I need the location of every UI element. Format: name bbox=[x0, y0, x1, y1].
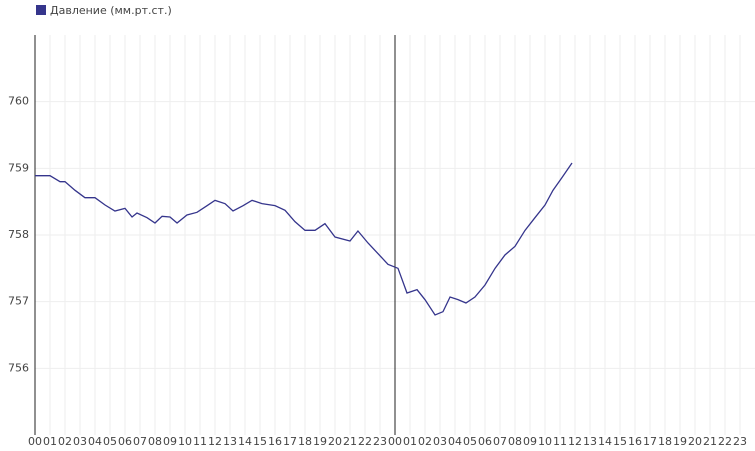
x-tick-label: 20 bbox=[328, 435, 342, 448]
x-tick-label: 21 bbox=[343, 435, 357, 448]
x-tick-label: 17 bbox=[283, 435, 297, 448]
x-tick-label: 00 bbox=[388, 435, 402, 448]
x-tick-label: 07 bbox=[493, 435, 507, 448]
legend-swatch bbox=[36, 5, 46, 15]
x-tick-label: 01 bbox=[43, 435, 57, 448]
x-tick-label: 12 bbox=[568, 435, 582, 448]
x-tick-label: 20 bbox=[688, 435, 702, 448]
x-tick-label: 00 bbox=[28, 435, 42, 448]
x-tick-label: 02 bbox=[418, 435, 432, 448]
x-tick-label: 03 bbox=[433, 435, 447, 448]
x-tick-label: 14 bbox=[238, 435, 252, 448]
x-tick-label: 07 bbox=[133, 435, 147, 448]
x-tick-label: 10 bbox=[178, 435, 192, 448]
x-tick-label: 13 bbox=[223, 435, 237, 448]
x-tick-label: 09 bbox=[523, 435, 537, 448]
x-tick-label: 15 bbox=[613, 435, 627, 448]
x-tick-label: 18 bbox=[658, 435, 672, 448]
x-tick-label: 16 bbox=[268, 435, 282, 448]
x-tick-label: 23 bbox=[373, 435, 387, 448]
x-tick-label: 05 bbox=[463, 435, 477, 448]
x-tick-label: 11 bbox=[553, 435, 567, 448]
x-tick-label: 22 bbox=[358, 435, 372, 448]
x-tick-label: 23 bbox=[733, 435, 747, 448]
x-tick-label: 06 bbox=[118, 435, 132, 448]
x-tick-label: 14 bbox=[598, 435, 612, 448]
x-tick-label: 11 bbox=[193, 435, 207, 448]
x-tick-label: 06 bbox=[478, 435, 492, 448]
x-tick-label: 04 bbox=[448, 435, 462, 448]
x-tick-label: 22 bbox=[718, 435, 732, 448]
y-tick-label: 756 bbox=[8, 361, 29, 374]
legend-label: Давление (мм.рт.ст.) bbox=[50, 4, 172, 17]
x-tick-label: 21 bbox=[703, 435, 717, 448]
y-tick-label: 757 bbox=[8, 295, 29, 308]
x-tick-label: 08 bbox=[148, 435, 162, 448]
x-tick-label: 01 bbox=[403, 435, 417, 448]
x-tick-label: 16 bbox=[628, 435, 642, 448]
data-line bbox=[35, 162, 573, 316]
x-tick-label: 03 bbox=[73, 435, 87, 448]
x-tick-label: 02 bbox=[58, 435, 72, 448]
x-tick-label: 17 bbox=[643, 435, 657, 448]
x-tick-label: 18 bbox=[298, 435, 312, 448]
x-tick-label: 13 bbox=[583, 435, 597, 448]
x-tick-label: 12 bbox=[208, 435, 222, 448]
x-tick-label: 09 bbox=[163, 435, 177, 448]
y-tick-label: 760 bbox=[8, 95, 29, 108]
x-tick-label: 10 bbox=[538, 435, 552, 448]
x-tick-label: 15 bbox=[253, 435, 267, 448]
x-tick-label: 19 bbox=[313, 435, 327, 448]
y-tick-label: 758 bbox=[8, 228, 29, 241]
x-tick-label: 05 bbox=[103, 435, 117, 448]
y-tick-label: 759 bbox=[8, 161, 29, 174]
x-tick-label: 19 bbox=[673, 435, 687, 448]
x-tick-label: 08 bbox=[508, 435, 522, 448]
x-tick-label: 04 bbox=[88, 435, 102, 448]
